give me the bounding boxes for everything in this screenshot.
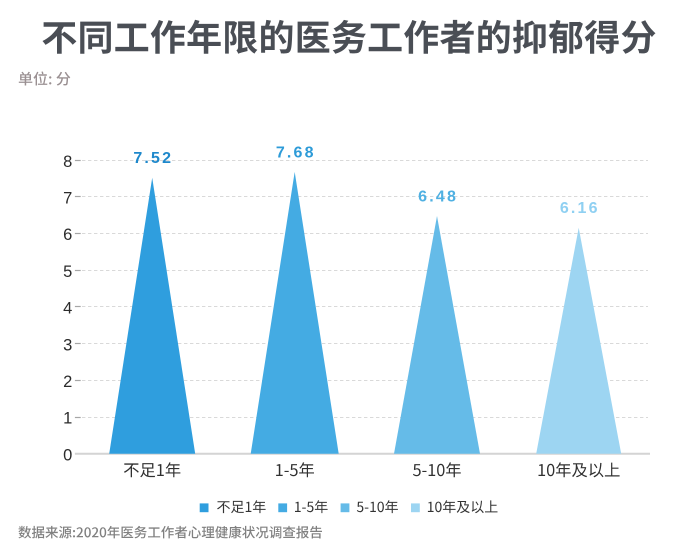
- svg-text:1: 1: [63, 410, 72, 428]
- svg-text:6.16: 6.16: [560, 200, 600, 217]
- svg-text:6.48: 6.48: [418, 188, 458, 205]
- svg-text:7.68: 7.68: [276, 144, 316, 161]
- svg-text:3: 3: [63, 336, 72, 354]
- svg-text:5: 5: [63, 263, 72, 281]
- svg-text:0: 0: [63, 446, 72, 464]
- svg-text:7: 7: [63, 190, 72, 208]
- svg-text:4: 4: [63, 300, 72, 318]
- svg-text:8: 8: [63, 153, 72, 171]
- svg-text:6: 6: [63, 226, 72, 244]
- svg-text:2: 2: [63, 373, 72, 391]
- svg-text:7.52: 7.52: [133, 150, 173, 167]
